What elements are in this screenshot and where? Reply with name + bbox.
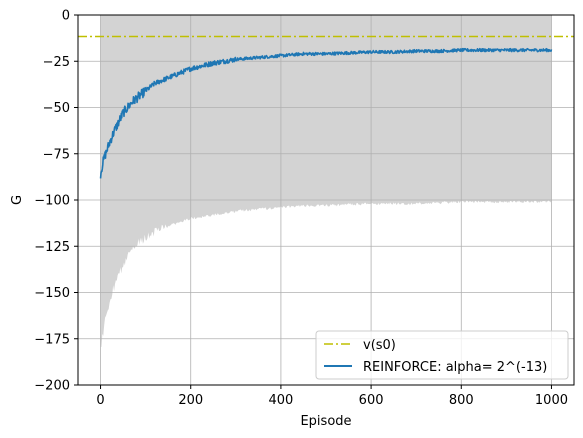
- x-axis-label: Episode: [300, 414, 351, 429]
- series-layer: [78, 35, 574, 179]
- series-line-reinforce: [99, 47, 553, 179]
- legend-label-vs0: v(s0): [363, 338, 396, 353]
- legend-label-reinforce: REINFORCE: alpha= 2^(-13): [363, 360, 547, 375]
- y-tick-label: −75: [43, 147, 70, 162]
- y-tick-label: −25: [43, 55, 70, 70]
- x-tick-label: 1000: [535, 393, 568, 408]
- x-tick-label: 0: [96, 393, 104, 408]
- legend: v(s0) REINFORCE: alpha= 2^(-13): [315, 330, 569, 380]
- grid-layer: [78, 14, 574, 386]
- x-tick-label: 600: [359, 393, 384, 408]
- x-tick-label: 200: [178, 393, 203, 408]
- y-tick-label: −125: [34, 240, 70, 255]
- legend-box: [315, 330, 569, 380]
- shaded-band-layer: [100, 15, 552, 348]
- tick-layer: 0 200 400 600 800 1000 −200 −175 −150 −125 −100 −75…: [34, 9, 568, 409]
- y-tick-label: −100: [34, 194, 70, 209]
- shaded-band: [100, 15, 552, 348]
- y-tick-label: −200: [34, 379, 70, 394]
- y-axis-label: G: [10, 195, 25, 205]
- y-tick-label: −50: [43, 101, 70, 116]
- x-tick-label: 400: [268, 393, 293, 408]
- y-tick-label: −150: [34, 286, 70, 301]
- y-tick-label: −175: [34, 332, 70, 347]
- x-tick-label: 800: [449, 393, 474, 408]
- y-tick-label: 0: [62, 9, 70, 24]
